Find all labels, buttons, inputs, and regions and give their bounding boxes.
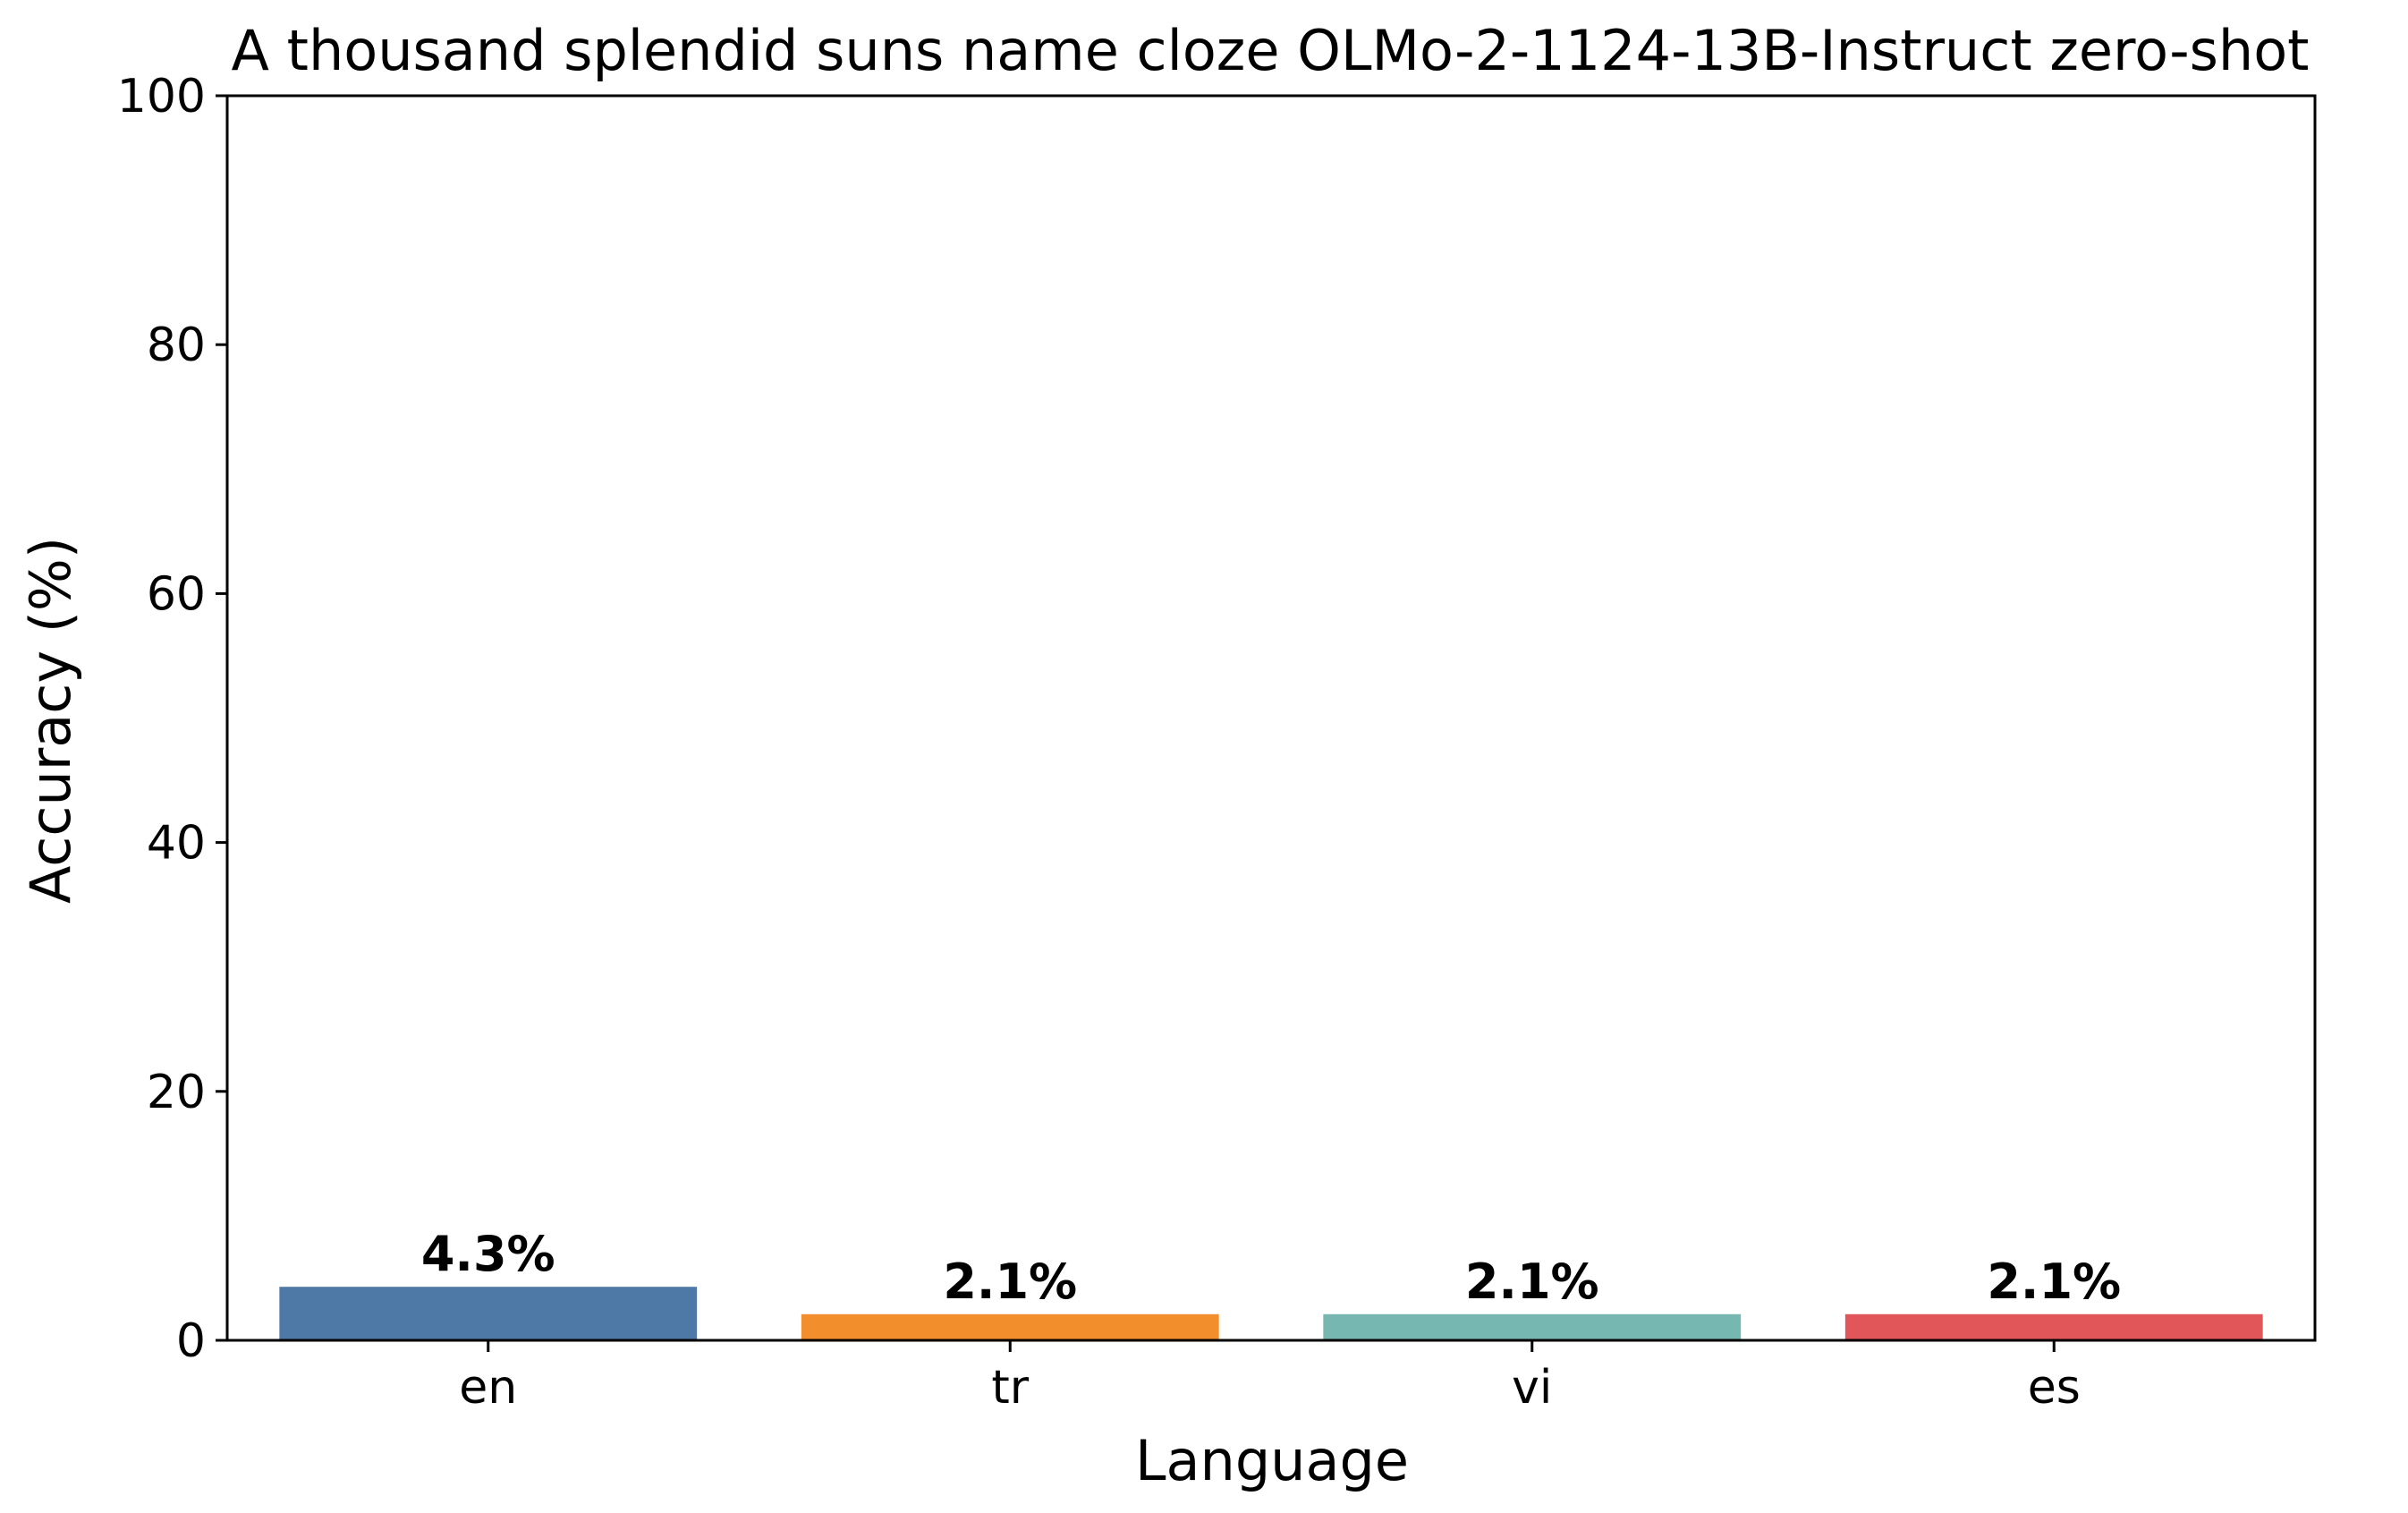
bar-en (279, 1287, 698, 1340)
y-tick-label-60: 60 (147, 567, 206, 621)
x-tick-label-es: es (2028, 1361, 2081, 1415)
bar-value-label-en: 4.3% (421, 1226, 555, 1282)
bar-es (1844, 1313, 2263, 1340)
x-tick-label-tr: tr (991, 1361, 1029, 1415)
chart-title: A thousand splendid suns name cloze OLMo… (232, 18, 2310, 83)
y-tick-label-80: 80 (147, 319, 206, 372)
x-tick-label-vi: vi (1512, 1361, 1552, 1415)
bars-group (279, 1287, 2263, 1340)
y-tick-label-0: 0 (176, 1314, 206, 1368)
plot-frame (225, 94, 2317, 1342)
y-axis-label: Accuracy (%) (18, 537, 83, 904)
y-tick-label-20: 20 (147, 1066, 206, 1119)
bar-value-label-tr: 2.1% (943, 1254, 1077, 1310)
x-axis: en tr vi es (459, 1340, 2081, 1415)
bar-value-label-es: 2.1% (1987, 1254, 2121, 1310)
y-tick-label-100: 100 (117, 70, 206, 123)
bar-labels-group: 4.3% 2.1% 2.1% 2.1% (421, 1226, 2121, 1310)
y-tick-label-40: 40 (147, 817, 206, 871)
y-axis: 0 20 40 60 80 100 (117, 70, 227, 1368)
bar-value-label-vi: 2.1% (1465, 1254, 1599, 1310)
x-tick-label-en: en (459, 1361, 517, 1415)
bar-tr (801, 1313, 1219, 1340)
bar-vi (1323, 1313, 1742, 1340)
x-axis-label: Language (1135, 1428, 1409, 1493)
